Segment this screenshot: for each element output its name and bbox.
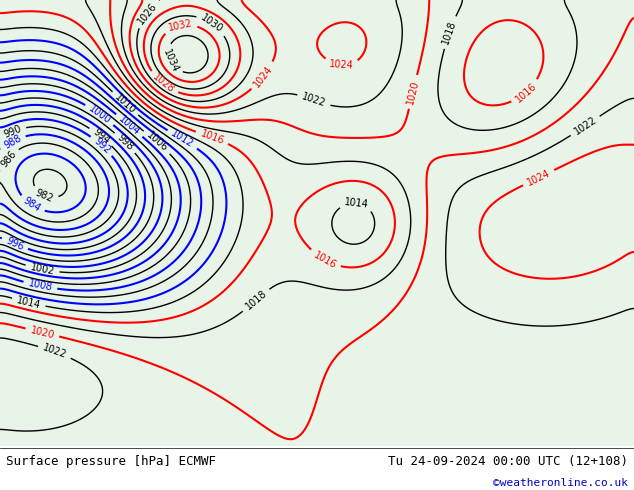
Text: ©weatheronline.co.uk: ©weatheronline.co.uk xyxy=(493,478,628,489)
Text: 1024: 1024 xyxy=(252,63,275,89)
Text: 982: 982 xyxy=(34,187,55,204)
Text: 1002: 1002 xyxy=(29,262,55,277)
Text: 988: 988 xyxy=(3,133,23,151)
Text: 1022: 1022 xyxy=(41,343,68,361)
Text: 1022: 1022 xyxy=(301,92,327,109)
Text: 994: 994 xyxy=(91,127,111,147)
Text: 1016: 1016 xyxy=(514,80,538,104)
Text: 990: 990 xyxy=(3,124,23,140)
Text: 1034: 1034 xyxy=(160,47,180,74)
Text: 1026: 1026 xyxy=(136,0,160,26)
Text: 1020: 1020 xyxy=(405,79,421,105)
Text: Tu 24-09-2024 00:00 UTC (12+108): Tu 24-09-2024 00:00 UTC (12+108) xyxy=(387,455,628,468)
Text: 998: 998 xyxy=(115,133,135,153)
Text: 1014: 1014 xyxy=(344,197,369,210)
Text: 1014: 1014 xyxy=(16,295,42,310)
Text: 1024: 1024 xyxy=(329,59,354,71)
Text: 1032: 1032 xyxy=(167,18,193,33)
Text: 1018: 1018 xyxy=(441,19,458,46)
Text: 1028: 1028 xyxy=(150,72,176,96)
Text: 984: 984 xyxy=(22,196,42,214)
Text: 1006: 1006 xyxy=(145,130,169,154)
Text: 1016: 1016 xyxy=(312,249,338,270)
Text: 1022: 1022 xyxy=(572,115,598,137)
Text: 1016: 1016 xyxy=(199,128,225,147)
Text: 1008: 1008 xyxy=(27,278,53,293)
Text: 1020: 1020 xyxy=(29,325,56,340)
Text: 1010: 1010 xyxy=(113,92,138,116)
Text: 996: 996 xyxy=(4,235,25,252)
Text: 1004: 1004 xyxy=(117,114,142,137)
Text: 992: 992 xyxy=(91,136,112,155)
Text: Surface pressure [hPa] ECMWF: Surface pressure [hPa] ECMWF xyxy=(6,455,216,468)
Text: 1030: 1030 xyxy=(199,13,225,35)
Text: 986: 986 xyxy=(0,149,18,170)
Text: 1000: 1000 xyxy=(87,103,112,126)
Text: 1024: 1024 xyxy=(526,168,552,188)
Text: 1018: 1018 xyxy=(243,289,269,312)
Text: 1012: 1012 xyxy=(169,128,195,150)
